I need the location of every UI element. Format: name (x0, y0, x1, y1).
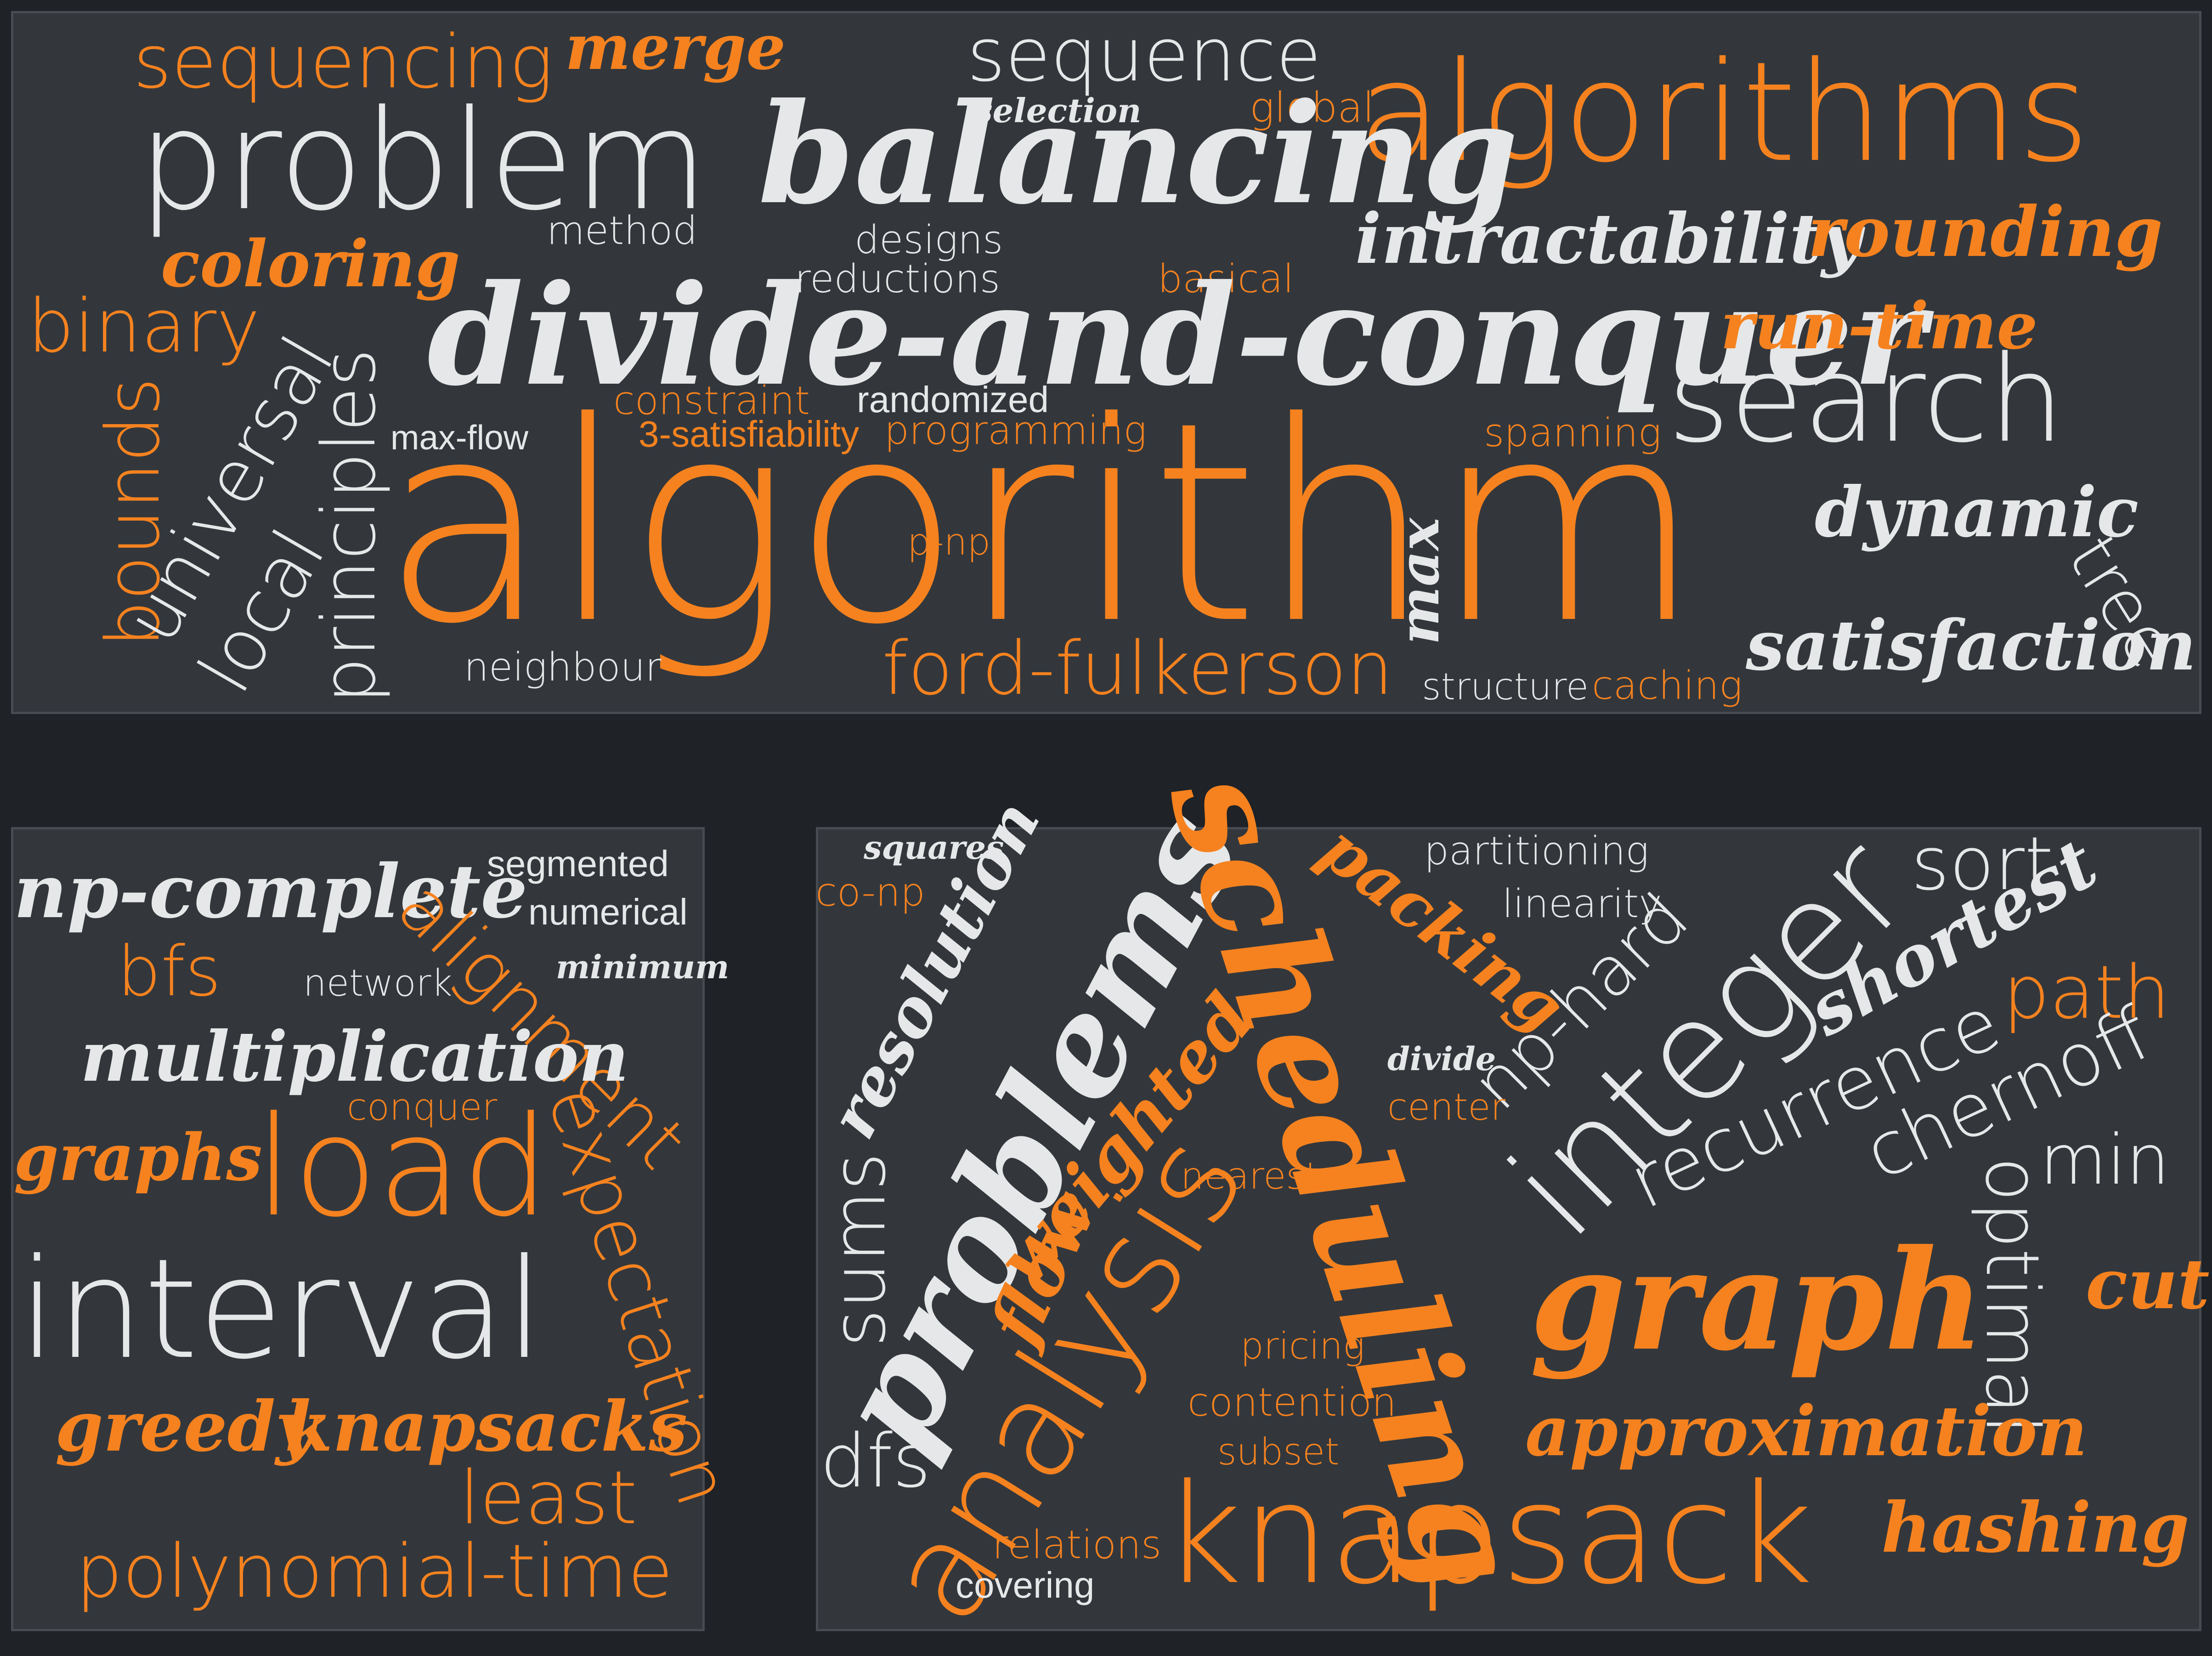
word-binary: binary (28, 283, 260, 369)
word-randomized: randomized (857, 379, 1049, 420)
word-subset: subset (1217, 1430, 1340, 1473)
word-selection: selection (974, 91, 1142, 130)
word-path: path (2003, 949, 2170, 1035)
word-graphs: graphs (14, 1120, 262, 1196)
word-coloring: coloring (161, 227, 460, 302)
word-algorithms: algorithms (1358, 32, 2090, 193)
word-divide: divide (1387, 1040, 1496, 1078)
word-contention: contention (1188, 1380, 1397, 1425)
word-conquer: conquer (347, 1086, 498, 1129)
word-graph: graph (1530, 1219, 1985, 1381)
word-satisfaction: satisfaction (1746, 605, 2196, 686)
word-interval: interval (18, 1229, 544, 1389)
word-knapsacks: knapsacks (285, 1386, 688, 1467)
word-structure: structure (1422, 665, 1589, 708)
word-minimum: minimum (556, 948, 730, 986)
word-method: method (547, 208, 698, 254)
word-sequence: sequence (967, 12, 1322, 98)
word-min: min (2040, 1120, 2170, 1200)
word-problem: problem (138, 80, 708, 241)
word-nearest: nearest (1181, 1155, 1320, 1197)
word-sequencing: sequencing (133, 19, 554, 105)
word-search: search (1668, 330, 2065, 469)
word-dfs: dfs (820, 1418, 931, 1504)
word-load: load (255, 1087, 550, 1247)
word-neighbour: neighbour (464, 645, 662, 690)
word-np-complete: np-complete (14, 848, 528, 935)
word-3-satisfiability: 3-satisfiability (639, 414, 860, 454)
word-cloud-panel-top (11, 11, 2201, 714)
word-p-np: p-np (907, 521, 991, 563)
word-greedy: greedy (55, 1386, 316, 1467)
word-cloud-panel-right (816, 827, 2201, 1631)
word-relations: relations (992, 1522, 1162, 1568)
word-max: max (1387, 517, 1452, 645)
word-cloud-panel-left (11, 827, 705, 1631)
word-linearity: linearity (1502, 881, 1662, 927)
word-hashing: hashing (1881, 1487, 2189, 1568)
word-reductions: reductions (795, 256, 1001, 302)
word-multiplication: multiplication (80, 1016, 629, 1097)
word-spanning: spanning (1484, 410, 1662, 456)
word-intractability: intractability (1355, 198, 1861, 279)
word-programming: programming (884, 408, 1147, 454)
word-run-time: run-time (1720, 289, 2038, 364)
word-pricing: pricing (1240, 1325, 1365, 1367)
word-ford-fulkerson: ford-fulkerson (882, 625, 1393, 711)
word-balancing: balancing (758, 73, 1519, 235)
word-sums: sums (816, 1152, 902, 1347)
word-squares: squares (864, 828, 1004, 867)
word-cut: cut (2086, 1244, 2210, 1325)
word-sort: sort (1911, 821, 2054, 907)
word-co-np: co-np (815, 870, 925, 915)
word-bfs: bfs (117, 932, 221, 1012)
word-constraint: constraint (613, 378, 810, 424)
word-designs: designs (854, 217, 1003, 263)
word-basical: basical (1158, 256, 1294, 302)
word-algorithm: algorithm (381, 363, 1702, 684)
word-numerical: numerical (528, 891, 688, 932)
word-caching: caching (1592, 663, 1742, 709)
word-partitioning: partitioning (1424, 828, 1649, 874)
word-least: least (459, 1455, 638, 1541)
word-divide-and-conquer: divide-and-conquer (427, 254, 1926, 416)
word-knapsack: knapsack (1162, 1454, 1813, 1615)
word-max-flow: max-flow (390, 418, 529, 457)
word-polynomial-time: polynomial-time (76, 1528, 673, 1614)
word-rounding: rounding (1808, 192, 2163, 272)
word-global: global (1250, 84, 1375, 132)
word-approximation: approximation (1525, 1391, 2088, 1472)
word-covering: covering (956, 1565, 1095, 1605)
word-dynamic: dynamic (1815, 472, 2139, 553)
word-merge: merge (565, 11, 786, 84)
word-center: center (1387, 1086, 1506, 1129)
word-principles: principles (306, 348, 392, 704)
word-segmented: segmented (487, 843, 669, 884)
word-network: network (303, 962, 453, 1004)
